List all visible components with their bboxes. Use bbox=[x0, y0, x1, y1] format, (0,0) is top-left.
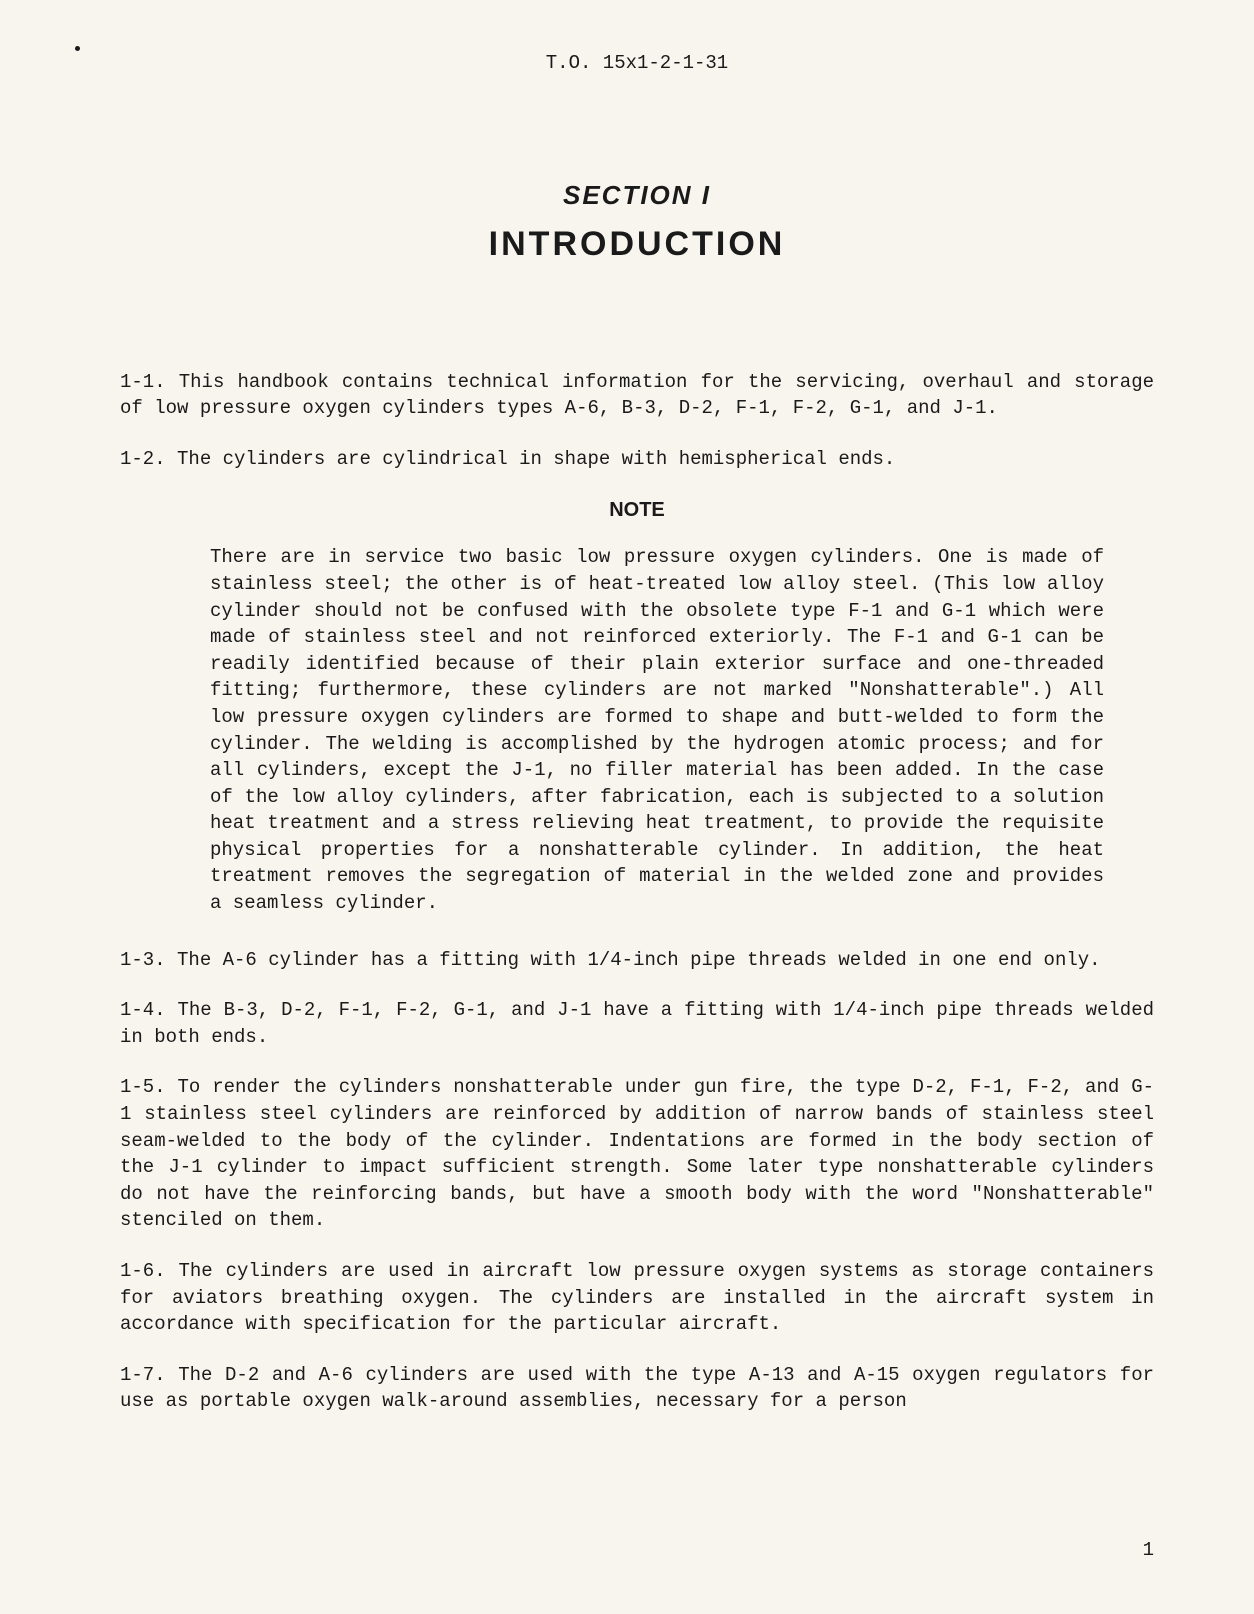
note-heading: NOTE bbox=[120, 496, 1154, 524]
document-header: T.O. 15x1-2-1-31 bbox=[120, 50, 1154, 77]
paragraph-1-6: 1-6. The cylinders are used in aircraft … bbox=[120, 1258, 1154, 1338]
paragraph-1-1: 1-1. This handbook contains technical in… bbox=[120, 369, 1154, 422]
paragraph-1-5: 1-5. To render the cylinders nonshattera… bbox=[120, 1074, 1154, 1234]
decorative-dot bbox=[75, 46, 80, 51]
paragraph-1-3: 1-3. The A-6 cylinder has a fitting with… bbox=[120, 947, 1154, 974]
note-body: There are in service two basic low press… bbox=[120, 544, 1154, 916]
section-title: INTRODUCTION bbox=[120, 221, 1154, 269]
page-number: 1 bbox=[1143, 1537, 1154, 1564]
paragraph-1-7: 1-7. The D-2 and A-6 cylinders are used … bbox=[120, 1362, 1154, 1415]
paragraph-1-2: 1-2. The cylinders are cylindrical in sh… bbox=[120, 446, 1154, 473]
section-label: SECTION I bbox=[120, 177, 1154, 213]
paragraph-1-4: 1-4. The B-3, D-2, F-1, F-2, G-1, and J-… bbox=[120, 997, 1154, 1050]
